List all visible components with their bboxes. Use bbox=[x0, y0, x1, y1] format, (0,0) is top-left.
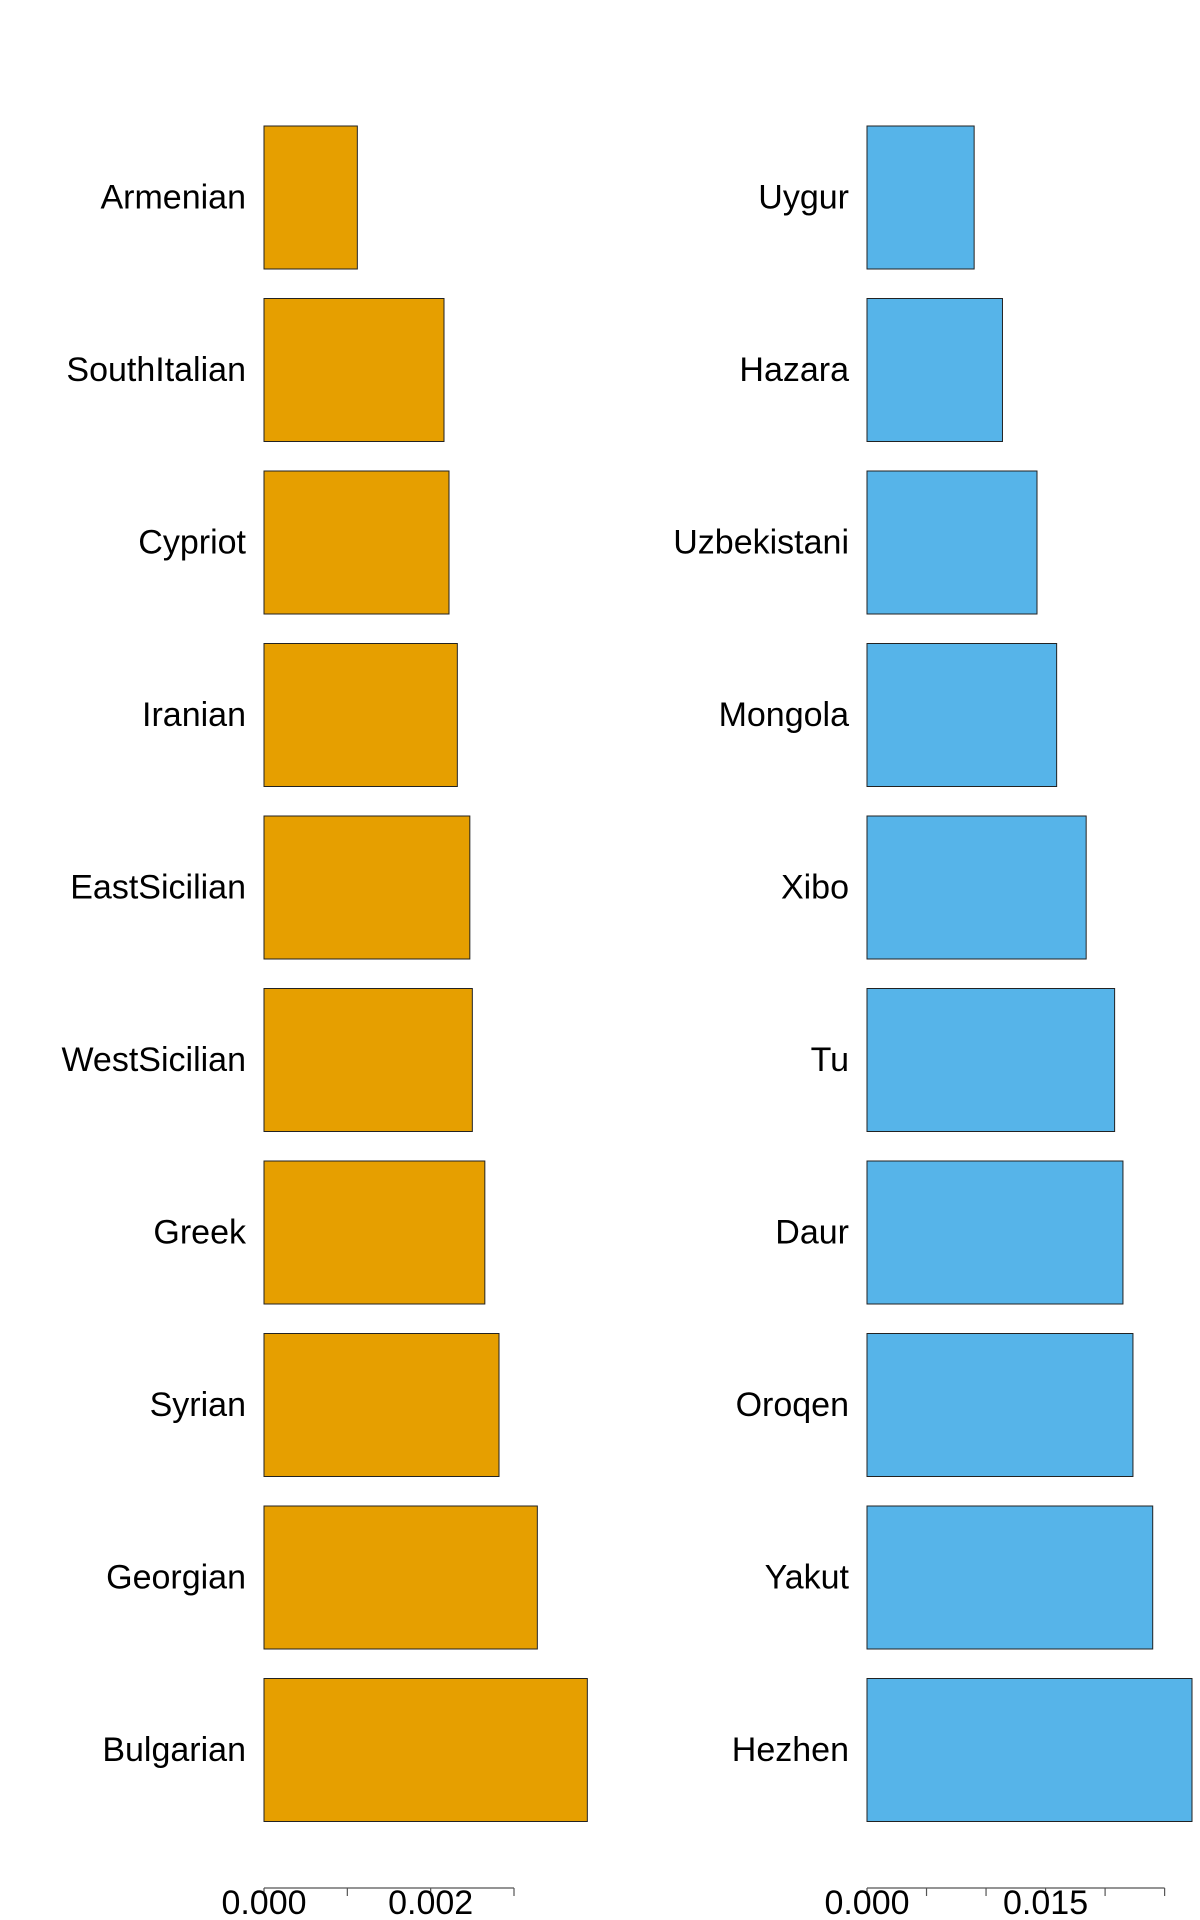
bar bbox=[263, 1678, 588, 1822]
bar bbox=[866, 125, 975, 270]
bar bbox=[263, 1505, 538, 1650]
bar bbox=[263, 815, 471, 960]
y-tick-label: Daur bbox=[775, 1213, 849, 1251]
y-tick-label: Uygur bbox=[758, 178, 849, 216]
y-tick-label: Hazara bbox=[739, 351, 849, 389]
y-tick-label: SouthItalian bbox=[66, 351, 246, 389]
y-tick-label: Iranian bbox=[142, 696, 246, 734]
x-tick-label: 0.015 bbox=[1003, 1884, 1088, 1920]
x-tick-label: 0.000 bbox=[221, 1884, 306, 1920]
y-tick-label: Armenian bbox=[100, 178, 246, 216]
y-tick-label: Mongola bbox=[719, 696, 850, 734]
y-tick-label: Uzbekistani bbox=[673, 523, 849, 561]
y-tick-label: Syrian bbox=[150, 1386, 246, 1424]
y-tick-label: Xibo bbox=[781, 868, 849, 906]
y-tick-label: Yakut bbox=[765, 1558, 850, 1596]
bar bbox=[866, 643, 1058, 787]
bar bbox=[866, 298, 1003, 442]
y-tick-label: Hezhen bbox=[732, 1731, 849, 1769]
bar bbox=[263, 125, 358, 270]
bar bbox=[263, 1160, 486, 1305]
y-tick-label: Bulgarian bbox=[102, 1731, 246, 1769]
bar bbox=[263, 988, 473, 1132]
bar bbox=[866, 1505, 1154, 1650]
y-tick-label: Tu bbox=[811, 1041, 849, 1079]
bar bbox=[866, 1678, 1193, 1822]
bar bbox=[866, 815, 1087, 960]
bar bbox=[263, 470, 450, 615]
bar bbox=[263, 1333, 500, 1477]
y-tick-label: WestSicilian bbox=[61, 1041, 246, 1079]
bar bbox=[866, 1333, 1134, 1477]
x-tick-label: 0.000 bbox=[824, 1884, 909, 1920]
y-tick-label: Oroqen bbox=[736, 1386, 849, 1424]
bar bbox=[866, 1160, 1124, 1305]
y-tick-label: Cypriot bbox=[138, 523, 246, 561]
bar bbox=[263, 643, 458, 787]
y-tick-label: EastSicilian bbox=[70, 868, 246, 906]
y-tick-label: Georgian bbox=[106, 1558, 246, 1596]
bar bbox=[866, 470, 1038, 615]
x-tick-label: 0.002 bbox=[388, 1884, 473, 1920]
y-tick-label: Greek bbox=[153, 1213, 247, 1251]
bar bbox=[866, 988, 1116, 1132]
bar bbox=[263, 298, 445, 442]
